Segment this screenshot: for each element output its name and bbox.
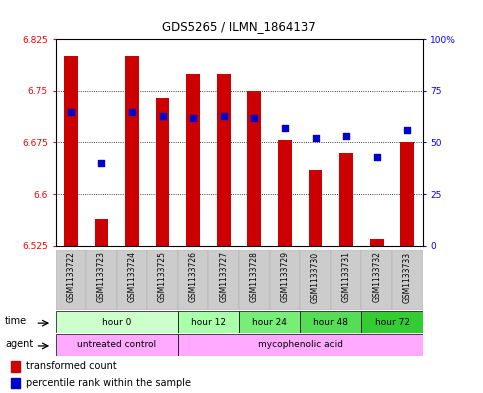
Bar	[370, 239, 384, 246]
Text: transformed count: transformed count	[27, 361, 117, 371]
Bar	[239, 250, 270, 310]
Text: percentile rank within the sample: percentile rank within the sample	[27, 378, 191, 388]
Bar	[339, 153, 353, 246]
Bar	[309, 170, 323, 246]
Bar	[56, 311, 178, 333]
Text: time: time	[5, 316, 27, 326]
Text: hour 12: hour 12	[191, 318, 226, 327]
Point	[312, 135, 319, 141]
Bar	[392, 250, 423, 310]
Text: mycophenolic acid: mycophenolic acid	[258, 340, 343, 349]
Point	[128, 108, 136, 115]
Bar	[247, 91, 261, 246]
Bar	[178, 334, 423, 356]
Text: hour 48: hour 48	[313, 318, 348, 327]
Text: GDS5265 / ILMN_1864137: GDS5265 / ILMN_1864137	[162, 20, 316, 33]
Bar	[178, 250, 209, 310]
Text: GSM1133725: GSM1133725	[158, 252, 167, 302]
Point	[220, 112, 227, 119]
Text: GSM1133723: GSM1133723	[97, 252, 106, 302]
Bar	[400, 143, 414, 246]
Bar	[11, 378, 20, 388]
Bar	[156, 98, 170, 246]
Text: GSM1133722: GSM1133722	[66, 252, 75, 302]
Point	[67, 108, 75, 115]
Text: GSM1133726: GSM1133726	[189, 252, 198, 302]
Bar	[300, 250, 331, 310]
Bar	[125, 57, 139, 246]
Text: hour 0: hour 0	[102, 318, 131, 327]
Bar	[64, 57, 78, 246]
Bar	[56, 334, 178, 356]
Text: GSM1133733: GSM1133733	[403, 252, 412, 303]
Bar	[95, 220, 108, 246]
Point	[403, 127, 411, 133]
Bar	[56, 250, 86, 310]
Point	[159, 112, 167, 119]
Text: GSM1133729: GSM1133729	[281, 252, 289, 302]
Bar	[147, 250, 178, 310]
Text: GSM1133727: GSM1133727	[219, 252, 228, 302]
Bar	[300, 311, 361, 333]
Text: GSM1133730: GSM1133730	[311, 252, 320, 303]
Bar	[278, 140, 292, 246]
Text: hour 24: hour 24	[252, 318, 287, 327]
Point	[98, 160, 105, 166]
Text: untreated control: untreated control	[77, 340, 156, 349]
Bar	[117, 250, 147, 310]
Bar	[178, 311, 239, 333]
Bar	[217, 73, 231, 246]
Bar	[270, 250, 300, 310]
Point	[251, 114, 258, 121]
Point	[281, 125, 289, 131]
Point	[342, 133, 350, 140]
Bar	[86, 250, 117, 310]
Bar	[361, 250, 392, 310]
Text: GSM1133728: GSM1133728	[250, 252, 259, 302]
Bar	[361, 311, 423, 333]
Text: hour 72: hour 72	[374, 318, 410, 327]
Text: GSM1133724: GSM1133724	[128, 252, 137, 302]
Point	[373, 154, 381, 160]
Text: agent: agent	[5, 339, 33, 349]
Bar	[11, 361, 20, 372]
Text: GSM1133731: GSM1133731	[341, 252, 351, 302]
Bar	[331, 250, 361, 310]
Bar	[209, 250, 239, 310]
Bar	[239, 311, 300, 333]
Bar	[186, 73, 200, 246]
Point	[189, 114, 197, 121]
Text: GSM1133732: GSM1133732	[372, 252, 381, 302]
